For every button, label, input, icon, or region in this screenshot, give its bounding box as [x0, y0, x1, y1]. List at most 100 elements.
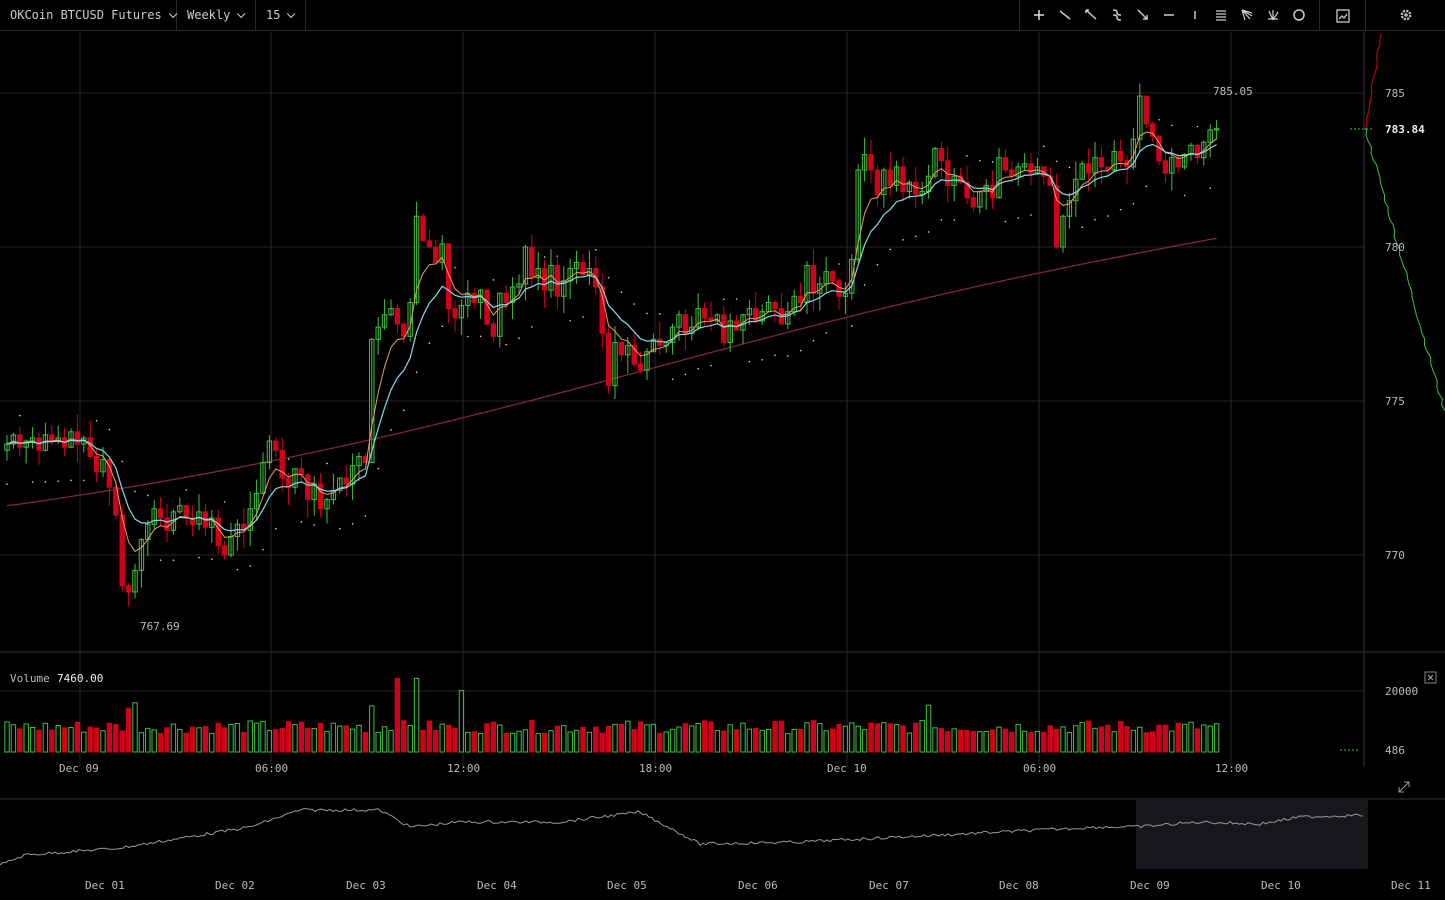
ema-slow-line	[6, 143, 1217, 532]
volume-bar	[420, 729, 426, 753]
symbol-selector[interactable]: OKCoin BTCUSD Futures	[0, 0, 178, 31]
sar-dot	[95, 420, 98, 422]
sar-dot	[1145, 185, 1147, 188]
volume-bar	[177, 728, 183, 753]
volume-bar	[516, 730, 522, 753]
volume-bar	[1098, 726, 1105, 753]
long-moving-average	[6, 237, 1217, 507]
volume-bar	[381, 726, 388, 753]
sar-dot	[211, 558, 213, 560]
sar-dot	[223, 501, 226, 503]
candle-body	[305, 474, 311, 501]
volume-bar	[612, 723, 618, 753]
candle-body	[253, 492, 260, 510]
sar-dot	[697, 367, 699, 370]
sar-dot	[1183, 194, 1186, 197]
volume-bar	[1066, 732, 1073, 753]
candle-body	[1079, 163, 1085, 180]
fan-icon[interactable]	[1239, 7, 1255, 23]
volume-bar	[106, 722, 113, 753]
sar-dot	[812, 339, 815, 342]
candle-body	[1015, 166, 1021, 177]
gear-icon	[1400, 9, 1412, 21]
volume-bar	[484, 723, 490, 753]
volume-bar	[477, 732, 484, 753]
volume-bar	[369, 705, 375, 753]
volume-bar	[433, 729, 439, 753]
volume-bar	[605, 725, 612, 753]
period-selector[interactable]: Weekly	[177, 0, 256, 31]
volume-bar	[1156, 724, 1162, 753]
sar-dot	[735, 298, 738, 300]
volume-bar	[657, 732, 663, 753]
candle-body	[401, 323, 407, 337]
candle-body	[426, 240, 433, 248]
symbol-label: OKCoin BTCUSD Futures	[10, 8, 162, 22]
candle-body	[164, 517, 170, 531]
volume-bar	[324, 730, 330, 753]
sar-dot	[326, 462, 328, 465]
settings-button[interactable]	[1365, 0, 1445, 31]
sar-dot	[620, 291, 623, 294]
volume-bar	[388, 729, 394, 753]
price-chart[interactable]: 785 780 775 770 783.84 785.05 767.69 Vol…	[0, 32, 1445, 900]
candle-body	[535, 268, 541, 279]
trendline-icon[interactable]	[1057, 7, 1073, 23]
vertical-line-icon[interactable]	[1187, 7, 1203, 23]
candle-body	[509, 286, 516, 303]
candle-body	[727, 320, 733, 343]
nav-label: Dec 05	[607, 879, 647, 892]
volume-bar	[61, 727, 68, 753]
volume-bar	[407, 724, 413, 753]
volume-bar	[273, 729, 279, 753]
arrow-icon[interactable]	[1135, 7, 1151, 23]
volume-bar	[1213, 723, 1220, 753]
volume-bar	[1181, 723, 1188, 753]
candle-body	[189, 517, 196, 525]
candle-body	[906, 181, 913, 193]
sar-dot	[159, 559, 162, 561]
candle-body	[87, 437, 93, 457]
volume-bar	[196, 727, 202, 753]
sar-dot	[1081, 226, 1083, 228]
expand-button[interactable]	[1398, 781, 1410, 793]
volume-bar	[765, 729, 772, 753]
candle-body	[292, 468, 298, 488]
candle-body	[797, 295, 804, 303]
interval-selector[interactable]: 15	[256, 0, 306, 31]
close-pane-button[interactable]	[1424, 671, 1437, 684]
volume-bar	[695, 722, 701, 753]
volume-bar	[279, 728, 285, 753]
ray-icon[interactable]	[1083, 7, 1099, 23]
volume-bar	[804, 722, 810, 753]
circle-icon[interactable]	[1291, 7, 1307, 23]
horizontal-line-icon[interactable]	[1161, 7, 1177, 23]
curve-icon[interactable]	[1109, 7, 1125, 23]
fibonacci-icon[interactable]	[1265, 7, 1281, 23]
nav-label: Dec 10	[1261, 879, 1301, 892]
navigator[interactable]	[0, 800, 1368, 869]
chart-type-button[interactable]	[1319, 0, 1366, 31]
volume-bar	[119, 730, 125, 753]
volume-bar	[689, 725, 695, 753]
channel-icon[interactable]	[1213, 7, 1229, 23]
crosshair-icon[interactable]	[1031, 7, 1047, 23]
volume-bar	[113, 724, 119, 753]
sar-dot	[1132, 202, 1135, 205]
candle-body	[465, 292, 471, 307]
candle-body	[759, 311, 765, 322]
sar-dot	[863, 284, 866, 286]
volume-bar	[708, 721, 714, 753]
volume-bar	[1149, 731, 1156, 753]
candle-body	[605, 332, 612, 387]
volume-bar	[1015, 724, 1021, 753]
volume-bar	[445, 724, 452, 753]
volume-bar	[23, 723, 29, 753]
volume-bar	[29, 727, 36, 753]
volume-bar	[189, 726, 196, 753]
volume-bar	[919, 720, 925, 753]
sar-dot	[44, 481, 47, 483]
candle-body	[17, 434, 23, 448]
candle-body	[497, 292, 503, 337]
candle-body	[554, 264, 561, 297]
